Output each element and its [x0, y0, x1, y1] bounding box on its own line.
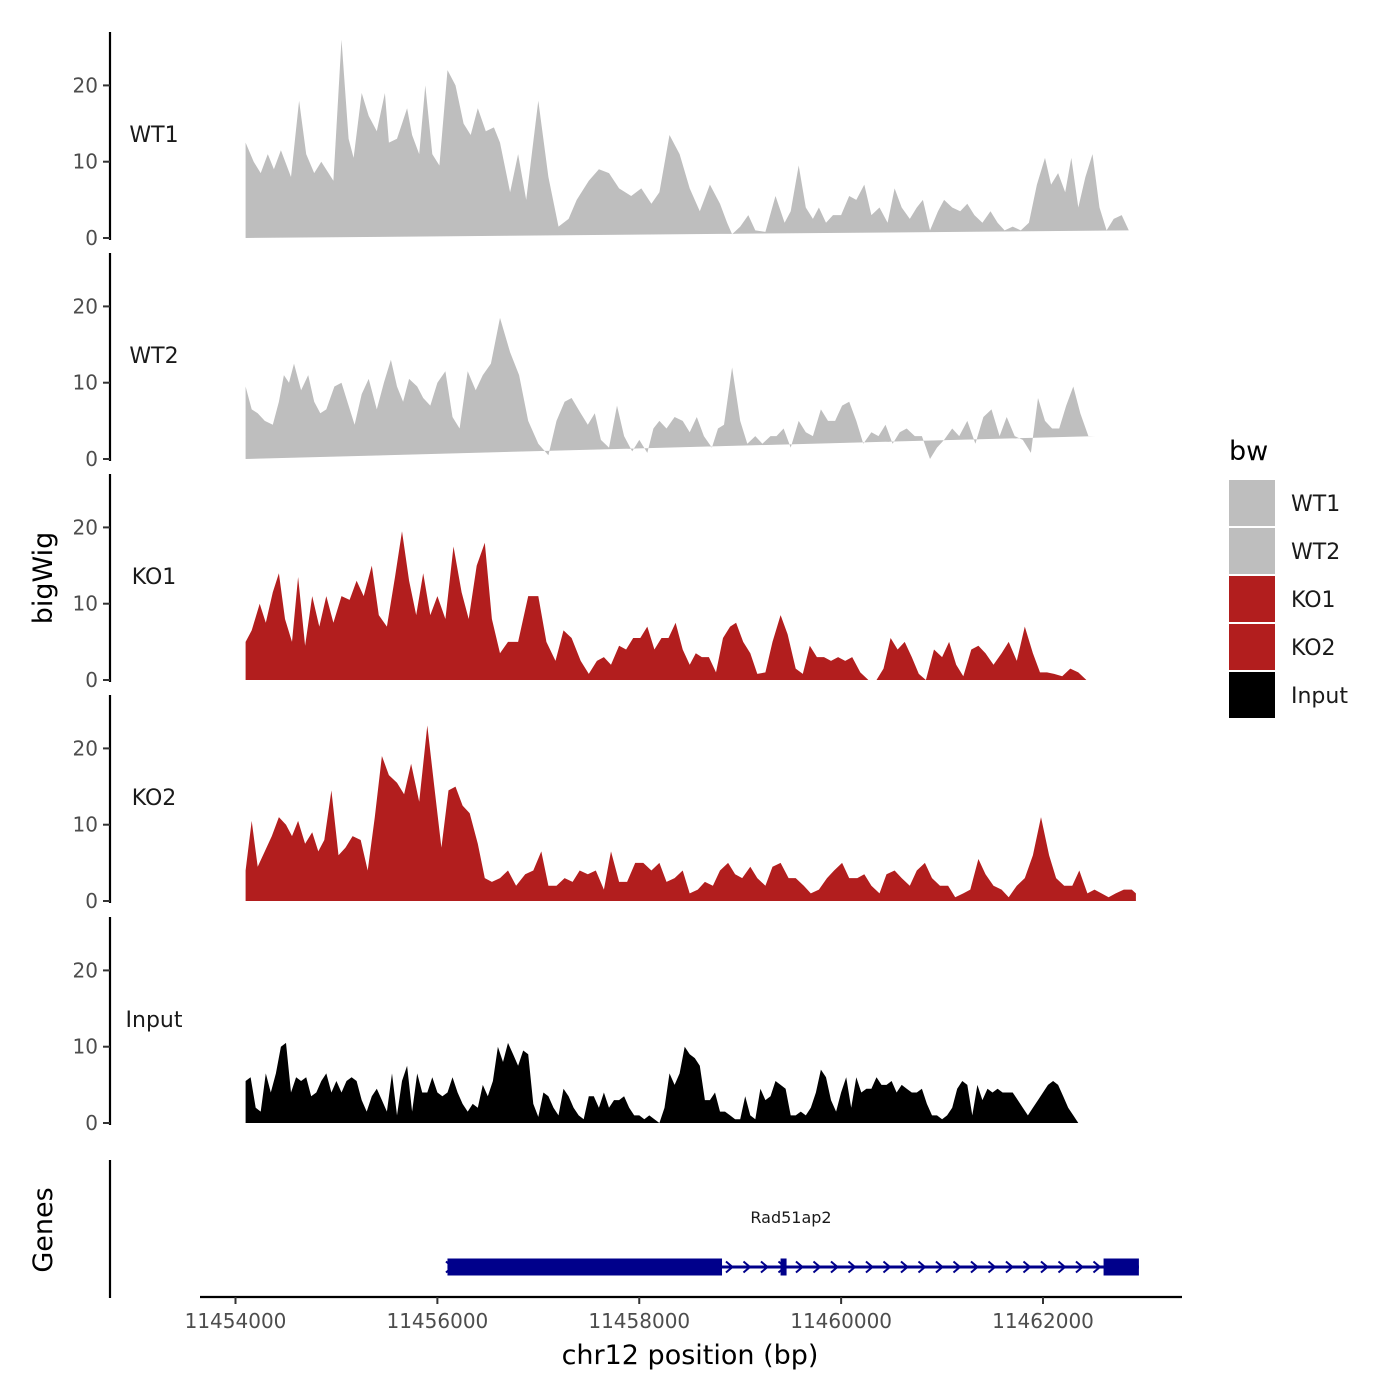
coverage-tracks: 0 10 20 WT1 0 10 20 WT2 0 10 20 KO1 0 10 20 KO2 0 10 20 Inp…: [73, 32, 1136, 1135]
track-label-wt2: WT2: [129, 344, 178, 369]
y-axis-title: bigWig: [28, 532, 59, 625]
strand-arrow: [1075, 1260, 1085, 1274]
strand-arrow: [812, 1260, 822, 1274]
y-tick-label: 20: [73, 73, 98, 97]
track-label-input: Input: [126, 1008, 183, 1033]
track-label-ko2: KO2: [132, 786, 177, 811]
x-tick-label: 11456000: [386, 1309, 488, 1333]
coverage-area-wt2: [245, 317, 1096, 459]
gene-label: Rad51ap2: [750, 1208, 831, 1227]
legend-key-ko1: [1229, 576, 1275, 622]
track-panel-wt2: 0 10 20 WT2: [73, 253, 1096, 471]
legend-label-input: Input: [1291, 684, 1348, 709]
track-panel-ko2: 0 10 20 KO2: [73, 695, 1136, 913]
legend-key-wt1: [1229, 480, 1275, 526]
legend-key-input: [1229, 672, 1275, 718]
coverage-area-input: [245, 1042, 1079, 1123]
strand-arrow: [742, 1260, 752, 1274]
x-axis-title: chr12 position (bp): [562, 1340, 819, 1371]
track-label-wt1: WT1: [129, 123, 178, 148]
gene-exon-2: [780, 1258, 787, 1276]
strand-arrow: [952, 1260, 962, 1274]
x-tick-label: 11462000: [992, 1309, 1094, 1333]
y-tick-label: 20: [73, 958, 98, 982]
y-tick-label: 0: [85, 226, 98, 250]
y-tick-label: 10: [73, 592, 98, 616]
strand-arrow: [1092, 1260, 1102, 1274]
gene-track: Rad51ap2: [108, 1160, 1139, 1298]
y-tick-label: 0: [85, 1111, 98, 1135]
y-tick-label: 10: [73, 813, 98, 837]
y-tick-label: 0: [85, 889, 98, 913]
legend-label-wt2: WT2: [1291, 540, 1340, 565]
coverage-area-ko2: [245, 725, 1136, 901]
legend-label-wt1: WT1: [1291, 492, 1340, 517]
track-panel-ko1: 0 10 20 KO1: [73, 474, 1087, 692]
coverage-area-ko1: [245, 531, 1087, 680]
y-tick-label: 0: [85, 668, 98, 692]
y-tick-label: 20: [73, 736, 98, 760]
gene-exon-1: [447, 1258, 723, 1276]
legend: bw WT1 WT2 KO1 KO2 Input: [1229, 436, 1348, 718]
genes-axis-title: Genes: [28, 1187, 59, 1272]
strand-arrow: [725, 1260, 735, 1274]
strand-arrow: [987, 1260, 997, 1274]
strand-arrow: [1005, 1260, 1015, 1274]
y-tick-label: 20: [73, 294, 98, 318]
x-tick-label: 11454000: [185, 1309, 287, 1333]
coverage-area-wt1: [245, 39, 1129, 238]
strand-arrow: [935, 1260, 945, 1274]
strand-arrow: [795, 1260, 805, 1274]
strand-arrow: [970, 1260, 980, 1274]
strand-arrow: [1022, 1260, 1032, 1274]
track-panel-input: 0 10 20 Input: [73, 917, 1079, 1135]
y-tick-label: 10: [73, 150, 98, 174]
strand-arrow: [1040, 1260, 1050, 1274]
strand-arrow: [847, 1260, 857, 1274]
strand-arrow: [830, 1260, 840, 1274]
strand-arrow: [865, 1260, 875, 1274]
gene-exon-3: [1103, 1258, 1139, 1276]
track-label-ko1: KO1: [132, 565, 177, 590]
strand-arrow: [1057, 1260, 1067, 1274]
legend-key-wt2: [1229, 528, 1275, 574]
legend-label-ko2: KO2: [1291, 636, 1336, 661]
strand-arrow: [760, 1260, 770, 1274]
strand-arrow: [917, 1260, 927, 1274]
legend-key-ko2: [1229, 624, 1275, 670]
legend-label-ko1: KO1: [1291, 588, 1336, 613]
x-tick-label: 11460000: [790, 1309, 892, 1333]
legend-title: bw: [1229, 436, 1268, 467]
y-tick-label: 10: [73, 371, 98, 395]
x-axis: 11454000 11456000 11458000 11460000 11462000: [185, 1295, 1182, 1333]
x-tick-label: 11458000: [588, 1309, 690, 1333]
strand-arrow: [882, 1260, 892, 1274]
track-panel-wt1: 0 10 20 WT1: [73, 32, 1129, 250]
y-tick-label: 10: [73, 1035, 98, 1059]
y-tick-label: 0: [85, 447, 98, 471]
strand-arrow: [900, 1260, 910, 1274]
y-tick-label: 20: [73, 515, 98, 539]
